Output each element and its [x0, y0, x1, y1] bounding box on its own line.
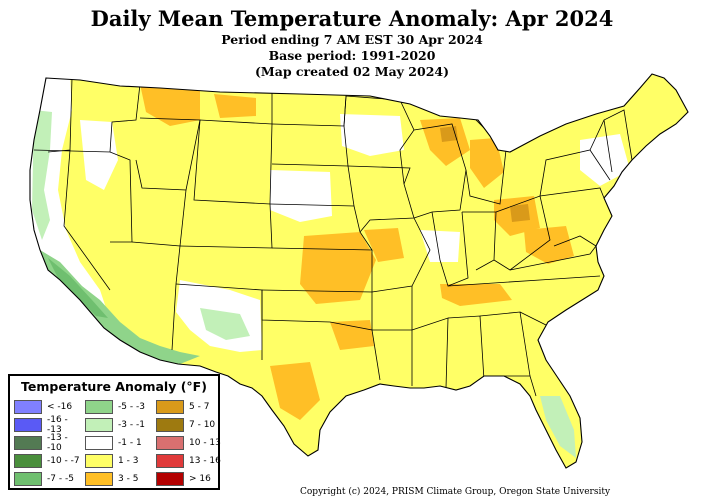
- legend-swatch: [14, 472, 42, 486]
- state-boundaries: [33, 77, 641, 397]
- anomaly-fill-warm-montana: [140, 84, 200, 126]
- legend-label: -10 - -7: [47, 456, 80, 466]
- legend-item: 13 - 16: [156, 452, 222, 470]
- legend-label: -13 - -10: [47, 433, 68, 453]
- legend-swatch: [156, 436, 184, 450]
- anomaly-fill-warm-west-virginia: [524, 226, 574, 264]
- map-title: Daily Mean Temperature Anomaly: Apr 2024: [90, 6, 614, 31]
- legend-label: -16 - -13: [47, 415, 68, 435]
- legend-item: -16 - -13: [14, 415, 85, 435]
- legend-item: -1 - 1: [85, 434, 156, 452]
- created-date-line: (Map created 02 May 2024): [254, 64, 449, 79]
- legend-label: 10 - 13: [189, 438, 221, 448]
- legend-grid: < -16 -16 - -13 -13 - -10 -10 - -7 -7 - …: [10, 398, 221, 488]
- anomaly-fill-near-normal-new-england: [580, 134, 630, 186]
- anomaly-fill-warm-tennessee: [440, 284, 512, 306]
- map-header: Daily Mean Temperature Anomaly: Apr 2024…: [0, 6, 704, 80]
- legend-swatch: [156, 400, 184, 414]
- anomaly-fill-warm-texas: [270, 362, 320, 420]
- anomaly-fill-warm-montana-east: [214, 94, 256, 118]
- anomaly-fill-cooler-socal: [48, 258, 108, 318]
- legend-item: 7 - 10: [156, 416, 222, 434]
- legend-label: -5 - -3: [118, 402, 145, 412]
- legend: Temperature Anomaly (°F) < -16 -16 - -13…: [8, 374, 221, 490]
- legend-label: 7 - 10: [189, 420, 216, 430]
- legend-label: -3 - -1: [118, 420, 145, 430]
- legend-item: > 16: [156, 470, 222, 488]
- anomaly-fill-near-normal-plains: [270, 170, 332, 222]
- base-period-line: Base period: 1991-2020: [268, 48, 436, 63]
- legend-swatch: [85, 472, 113, 486]
- anomaly-fill-warm-michigan: [470, 138, 504, 188]
- legend-item: < -16: [14, 398, 85, 416]
- legend-item: 3 - 5: [85, 470, 156, 488]
- legend-swatch: [85, 454, 113, 468]
- legend-title: Temperature Anomaly (°F): [21, 379, 207, 394]
- legend-label: -7 - -5: [47, 474, 74, 484]
- legend-item: 5 - 7: [156, 398, 222, 416]
- period-line: Period ending 7 AM EST 30 Apr 2024: [221, 32, 483, 47]
- legend-swatch: [85, 436, 113, 450]
- legend-label: -1 - 1: [118, 438, 142, 448]
- anomaly-fill-cool-arizona: [200, 308, 250, 340]
- anomaly-fill-near-normal-illinois: [420, 230, 460, 262]
- copyright-notice: Copyright (c) 2024, PRISM Climate Group,…: [300, 487, 611, 497]
- legend-label: 5 - 7: [189, 402, 210, 412]
- legend-item: 10 - 13: [156, 434, 222, 452]
- anomaly-fill-cool-florida: [540, 396, 576, 458]
- anomaly-fill-hot-ohio: [510, 204, 530, 222]
- anomaly-fill-cool-west-coast: [32, 110, 52, 240]
- anomaly-fill-warm-wisconsin: [420, 118, 470, 166]
- legend-swatch: [14, 454, 42, 468]
- legend-item: -13 - -10: [14, 433, 85, 453]
- legend-label: < -16: [47, 402, 73, 412]
- legend-item: -3 - -1: [85, 416, 156, 434]
- legend-swatch: [14, 418, 42, 432]
- legend-swatch: [85, 400, 113, 414]
- legend-swatch: [156, 418, 184, 432]
- legend-label: 1 - 3: [118, 456, 139, 466]
- legend-swatch: [14, 400, 42, 414]
- legend-swatch: [156, 454, 184, 468]
- anomaly-fill-warm-missouri: [364, 228, 404, 262]
- legend-label: 13 - 16: [189, 456, 221, 466]
- anomaly-fill-warm-north-texas: [330, 320, 374, 350]
- legend-item: 1 - 3: [85, 452, 156, 470]
- legend-label: 3 - 5: [118, 474, 139, 484]
- anomaly-fill-near-normal-idaho: [80, 120, 118, 190]
- anomaly-fill-near-normal-dakotas: [340, 114, 404, 156]
- legend-swatch: [85, 418, 113, 432]
- legend-item: -7 - -5: [14, 470, 85, 488]
- legend-swatch: [14, 436, 42, 450]
- legend-item: -10 - -7: [14, 452, 85, 470]
- legend-item: -5 - -3: [85, 398, 156, 416]
- legend-label: > 16: [189, 474, 211, 484]
- legend-swatch: [156, 472, 184, 486]
